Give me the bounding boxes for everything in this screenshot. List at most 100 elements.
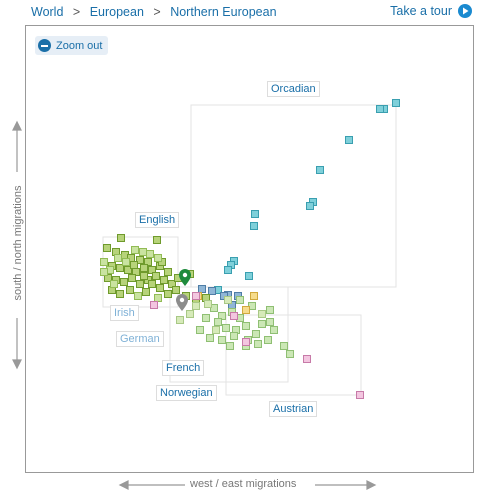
sample-point[interactable]: [250, 222, 258, 230]
sample-point[interactable]: [136, 256, 144, 264]
sample-point[interactable]: [222, 324, 230, 332]
sample-point[interactable]: [214, 318, 222, 326]
breadcrumb-european[interactable]: European: [89, 4, 144, 19]
sample-point[interactable]: [242, 322, 250, 330]
sample-point[interactable]: [286, 350, 294, 358]
sample-point[interactable]: [230, 312, 238, 320]
sample-point[interactable]: [345, 136, 353, 144]
sample-point[interactable]: [124, 266, 132, 274]
sample-point[interactable]: [117, 234, 125, 242]
breadcrumb: World > European > Northern European: [31, 4, 277, 19]
sample-point[interactable]: [245, 272, 253, 280]
breadcrumb-northern-european[interactable]: Northern European: [170, 4, 277, 19]
sample-point[interactable]: [208, 287, 216, 295]
sample-point[interactable]: [306, 202, 314, 210]
sample-point[interactable]: [192, 302, 200, 310]
sample-point[interactable]: [146, 250, 154, 258]
sample-point[interactable]: [120, 278, 128, 286]
sample-point[interactable]: [148, 280, 156, 288]
sample-point[interactable]: [140, 272, 148, 280]
cluster-label-french[interactable]: French: [162, 360, 205, 376]
sample-point[interactable]: [154, 294, 162, 302]
sample-point[interactable]: [164, 268, 172, 276]
sample-point[interactable]: [116, 290, 124, 298]
zoom-out-button[interactable]: Zoom out: [35, 36, 109, 55]
sample-point[interactable]: [153, 236, 161, 244]
map-pin-gray-icon[interactable]: [176, 294, 188, 311]
sample-point[interactable]: [142, 288, 150, 296]
sample-point[interactable]: [251, 210, 259, 218]
sample-point[interactable]: [204, 300, 212, 308]
sample-point[interactable]: [252, 330, 260, 338]
breadcrumb-separator: >: [72, 4, 81, 19]
play-icon: [458, 4, 472, 18]
map-pin-green-icon[interactable]: [179, 269, 191, 286]
sample-point[interactable]: [100, 268, 108, 276]
sample-point[interactable]: [192, 292, 200, 300]
sample-point[interactable]: [264, 336, 272, 344]
sample-point[interactable]: [160, 276, 168, 284]
sample-point[interactable]: [130, 261, 138, 269]
sample-point[interactable]: [116, 264, 124, 272]
sample-point[interactable]: [186, 310, 194, 318]
cluster-region-french: [169, 286, 289, 383]
sample-point[interactable]: [196, 326, 204, 334]
sample-point[interactable]: [226, 342, 234, 350]
sample-point[interactable]: [224, 296, 232, 304]
sample-point[interactable]: [131, 246, 139, 254]
sample-point[interactable]: [258, 320, 266, 328]
sample-point[interactable]: [154, 254, 162, 262]
sample-point[interactable]: [172, 286, 180, 294]
take-a-tour-label: Take a tour: [390, 4, 452, 18]
sample-point[interactable]: [100, 258, 108, 266]
sample-point[interactable]: [266, 306, 274, 314]
sample-point[interactable]: [242, 338, 250, 346]
sample-point[interactable]: [114, 254, 122, 262]
cluster-label-austrian[interactable]: Austrian: [269, 401, 318, 417]
sample-point[interactable]: [266, 318, 274, 326]
sample-point[interactable]: [270, 326, 278, 334]
sample-point[interactable]: [156, 284, 164, 292]
sample-point[interactable]: [376, 105, 384, 113]
sample-point[interactable]: [134, 292, 142, 300]
cluster-label-german[interactable]: German: [116, 331, 164, 347]
sample-point[interactable]: [224, 266, 232, 274]
sample-point[interactable]: [212, 326, 220, 334]
sample-point[interactable]: [140, 264, 148, 272]
sample-point[interactable]: [103, 244, 111, 252]
sample-point[interactable]: [139, 248, 147, 256]
cluster-label-irish[interactable]: Irish: [110, 305, 139, 321]
cluster-label-orcadian[interactable]: Orcadian: [267, 81, 320, 97]
sample-point[interactable]: [303, 355, 311, 363]
sample-point[interactable]: [110, 280, 118, 288]
cluster-region-orcadian: [190, 104, 397, 288]
sample-point[interactable]: [164, 290, 172, 298]
sample-point[interactable]: [250, 292, 258, 300]
sample-point[interactable]: [198, 285, 206, 293]
take-a-tour-link[interactable]: Take a tour: [390, 4, 472, 18]
sample-point[interactable]: [176, 316, 184, 324]
sample-point[interactable]: [150, 301, 158, 309]
sample-point[interactable]: [206, 334, 214, 342]
sample-point[interactable]: [316, 166, 324, 174]
sample-point[interactable]: [230, 332, 238, 340]
sample-point[interactable]: [218, 336, 226, 344]
breadcrumb-world[interactable]: World: [31, 4, 64, 19]
sample-point[interactable]: [254, 340, 262, 348]
sample-point[interactable]: [126, 286, 134, 294]
sample-point[interactable]: [242, 306, 250, 314]
sample-point[interactable]: [152, 272, 160, 280]
sample-point[interactable]: [236, 296, 244, 304]
sample-point[interactable]: [136, 280, 144, 288]
minus-circle-icon: [38, 39, 51, 52]
sample-point[interactable]: [202, 314, 210, 322]
sample-point[interactable]: [258, 310, 266, 318]
cluster-label-norwegian[interactable]: Norwegian: [156, 385, 217, 401]
sample-point[interactable]: [128, 274, 136, 282]
sample-point[interactable]: [280, 342, 288, 350]
cluster-label-english[interactable]: English: [135, 212, 180, 228]
sample-point[interactable]: [356, 391, 364, 399]
sample-point[interactable]: [122, 258, 130, 266]
sample-point[interactable]: [392, 99, 400, 107]
